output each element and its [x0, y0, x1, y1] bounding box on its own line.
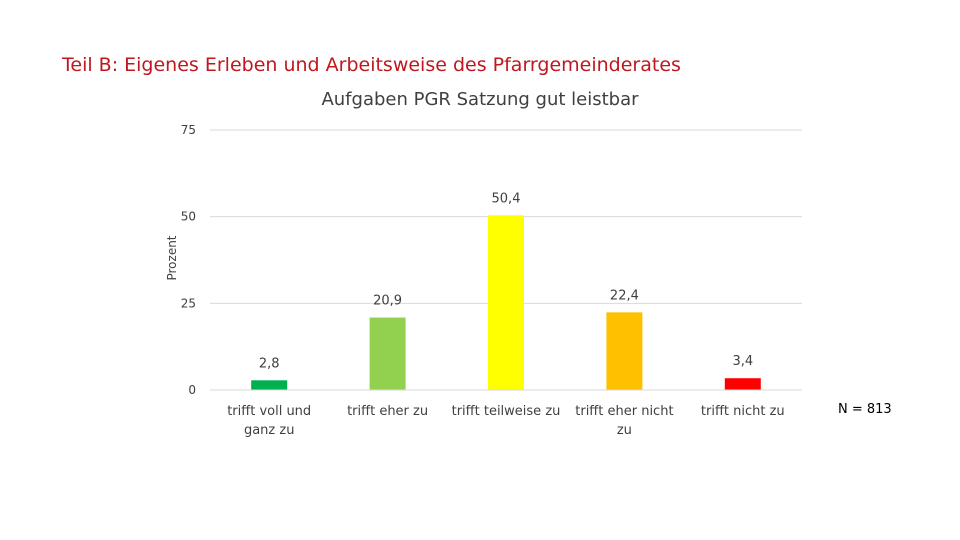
- axes: 0 25 50 75 trifft voll und ganz zu trifft eher…: [181, 123, 802, 438]
- data-label: 2,8: [259, 356, 280, 371]
- x-tick-label: zu: [617, 423, 632, 438]
- x-tick-label: trifft nicht zu: [701, 404, 785, 419]
- y-tick-label: 25: [181, 296, 196, 310]
- bar: [369, 317, 406, 390]
- bar: [724, 378, 761, 390]
- y-axis-label: Prozent: [165, 235, 179, 280]
- chart-title: Aufgaben PGR Satzung gut leistbar: [0, 89, 960, 110]
- bars: [251, 215, 761, 390]
- data-label: 22,4: [610, 288, 639, 303]
- x-tick-label: trifft eher zu: [347, 404, 428, 419]
- bar: [488, 215, 524, 390]
- x-tick-label: trifft teilweise zu: [452, 404, 561, 419]
- bar: [606, 312, 643, 390]
- data-labels: 2,8 20,9 50,4 22,4 3,4: [259, 191, 753, 371]
- bar: [251, 380, 288, 390]
- x-tick-label: ganz zu: [244, 423, 294, 438]
- data-label: 20,9: [373, 294, 402, 309]
- y-tick-label: 0: [188, 383, 196, 397]
- sample-size-note: N = 813: [838, 402, 892, 417]
- data-label: 50,4: [492, 191, 521, 206]
- x-tick-label: trifft eher nicht: [575, 404, 673, 419]
- y-tick-label: 75: [181, 123, 196, 137]
- data-label: 3,4: [732, 354, 753, 369]
- slide-heading: Teil B: Eigenes Erleben und Arbeitsweise…: [62, 54, 681, 76]
- x-tick-label: trifft voll und: [227, 404, 311, 419]
- chart-title-text: Aufgaben PGR Satzung gut leistbar: [321, 89, 639, 110]
- y-tick-label: 50: [181, 210, 196, 224]
